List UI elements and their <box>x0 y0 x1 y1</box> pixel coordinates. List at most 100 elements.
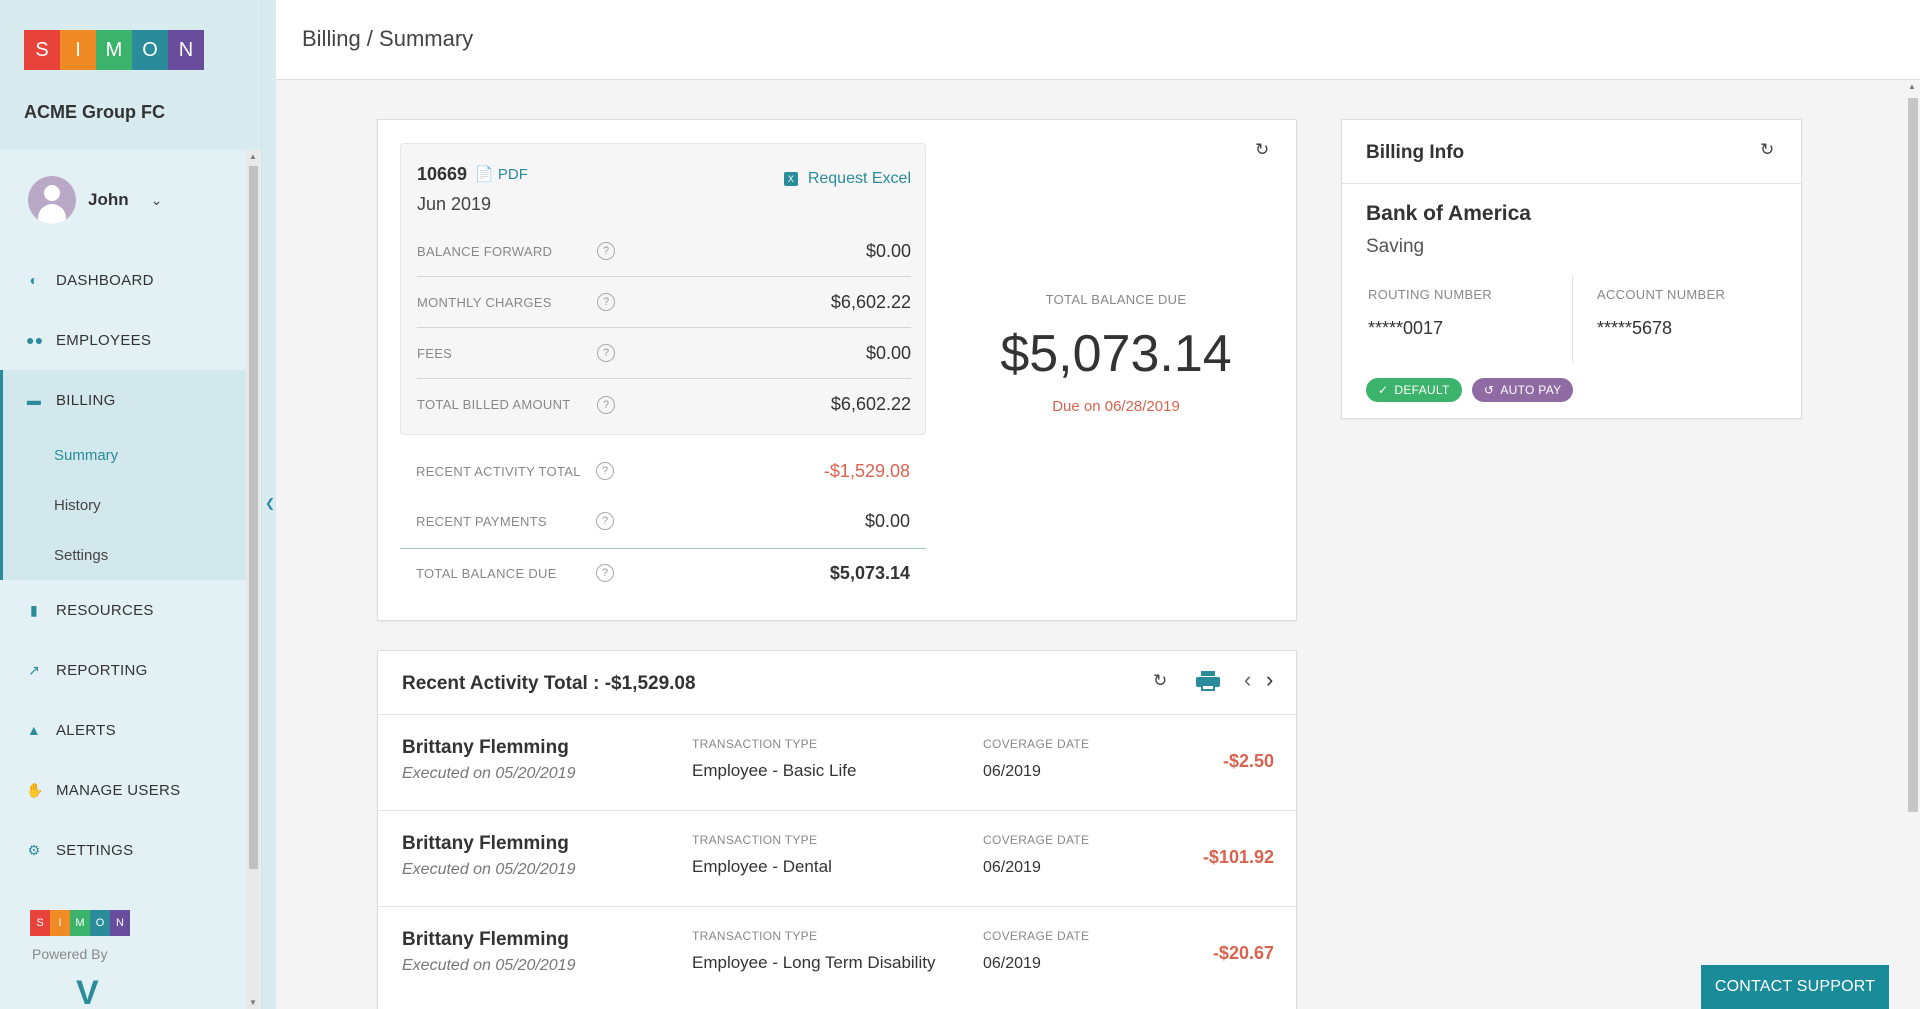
document-icon: ▮ <box>29 601 38 618</box>
powered-by: Powered By <box>32 946 108 962</box>
coverage-date: 06/2019 <box>983 859 1041 876</box>
pdf-link[interactable]: 📄 PDF <box>475 165 528 183</box>
sidebar-subitem-summary[interactable]: Summary <box>54 446 119 464</box>
sidebar-item-resources[interactable]: ▮ RESOURCES <box>0 580 246 640</box>
request-excel-label: Request Excel <box>807 170 911 187</box>
billing-info-title: Billing Info <box>1366 142 1465 163</box>
sidebar-nav: ◐ DASHBOARD ●● EMPLOYEES ▬ BILLING Summa… <box>0 250 246 880</box>
divider <box>1342 183 1801 184</box>
scroll-up-icon[interactable]: ▲ <box>1908 82 1916 91</box>
summary-row-total-billed: TOTAL BILLED AMOUNT ? $6,602.22 <box>417 379 911 430</box>
row-value: $5,073.14 <box>829 562 910 583</box>
due-date: Due on 06/28/2019 <box>1052 398 1180 415</box>
help-icon[interactable]: ? <box>597 242 615 260</box>
org-name: ACME Group FC <box>24 102 165 122</box>
invoice-summary-card: 10669 📄 PDF Jun 2019 X Request Excel BAL… <box>377 119 1297 621</box>
sidebar-item-manage-users[interactable]: ✋ MANAGE USERS <box>0 760 246 820</box>
chevron-down-icon[interactable]: ⌄ <box>150 191 163 208</box>
refresh-icon[interactable]: ↻ <box>1153 671 1168 690</box>
logo-letter: S <box>24 30 60 70</box>
divider <box>400 548 926 549</box>
transaction-type-label: TRANSACTION TYPE <box>692 833 818 847</box>
pdf-label: PDF <box>497 166 528 183</box>
logo-letter: M <box>70 910 90 936</box>
help-icon[interactable]: ? <box>597 395 615 414</box>
help-icon[interactable]: ? <box>596 462 614 480</box>
refresh-icon[interactable]: ↻ <box>1760 140 1775 159</box>
gear-icon: ⚙ <box>27 841 41 858</box>
sidebar-item-label: SETTINGS <box>56 841 134 859</box>
refresh-icon[interactable]: ↻ <box>1255 140 1270 159</box>
sidebar-item-label: REPORTING <box>56 661 148 679</box>
logo-letter: S <box>30 910 50 936</box>
table-row: Brittany Flemming Executed on 05/20/2019… <box>378 714 1296 810</box>
main-scroll-thumb[interactable] <box>1908 98 1918 812</box>
print-icon[interactable] <box>1196 671 1220 691</box>
transaction-type-label: TRANSACTION TYPE <box>692 737 818 751</box>
help-icon[interactable]: ? <box>596 512 614 530</box>
help-icon[interactable]: ? <box>596 564 614 582</box>
logo-letter: I <box>50 910 70 936</box>
logo-letter: N <box>168 30 204 70</box>
coverage-date-label: COVERAGE DATE <box>983 833 1090 847</box>
sidebar-item-settings[interactable]: ⚙ SETTINGS <box>0 820 246 880</box>
account-type: Saving <box>1366 236 1425 257</box>
coverage-date: 06/2019 <box>983 763 1041 780</box>
account-value: *****5678 <box>1597 318 1673 338</box>
request-excel-link[interactable]: X Request Excel <box>783 170 911 188</box>
logo-letter: I <box>60 30 96 70</box>
sidebar-scroll-thumb[interactable] <box>249 166 258 869</box>
sidebar-collapse-toggle[interactable]: ❮ <box>262 0 276 1009</box>
logo-letter: O <box>132 30 168 70</box>
excel-icon: X <box>783 172 798 186</box>
scroll-up-icon[interactable]: ▲ <box>249 152 257 161</box>
user-name: John <box>88 190 129 209</box>
coverage-date: 06/2019 <box>983 955 1041 972</box>
sidebar-item-dashboard[interactable]: ◐ DASHBOARD <box>0 250 246 310</box>
vendor-logo-icon: V <box>76 974 99 1009</box>
check-icon: ✓ <box>1378 383 1389 397</box>
chevron-right-icon[interactable]: › <box>1266 667 1274 692</box>
card-icon: ▬ <box>26 392 42 408</box>
chevron-left-icon[interactable]: ❮ <box>265 496 276 510</box>
simon-logo[interactable]: S I M O N <box>24 30 204 70</box>
user-menu[interactable]: John ⌄ <box>28 176 162 224</box>
summary-row-total-balance-due: TOTAL BALANCE DUE ? $5,073.14 <box>416 548 910 598</box>
default-badge: ✓ DEFAULT <box>1366 378 1462 402</box>
sidebar-scrollbar[interactable]: ▲ ▼ <box>246 150 260 1009</box>
main-scrollbar[interactable]: ▲ <box>1904 82 1920 1009</box>
divider <box>1572 275 1573 363</box>
sidebar-item-reporting[interactable]: ↗ REPORTING <box>0 640 246 700</box>
help-icon[interactable]: ? <box>597 293 615 311</box>
transaction-type: Employee - Dental <box>692 857 832 876</box>
users-icon: ●● <box>26 332 44 348</box>
row-value: -$1,529.08 <box>823 460 910 481</box>
sidebar-item-billing[interactable]: ▬ BILLING <box>3 370 246 430</box>
chevron-left-icon[interactable]: ‹ <box>1244 667 1252 692</box>
sidebar-item-label: MANAGE USERS <box>56 781 181 799</box>
routing-value: *****0017 <box>1368 318 1444 338</box>
auto-pay-badge-label: AUTO PAY <box>1500 383 1562 397</box>
invoice-details: 10669 📄 PDF Jun 2019 X Request Excel BAL… <box>400 143 926 435</box>
summary-row-fees: FEES ? $0.00 <box>417 328 911 379</box>
sidebar-item-label: RESOURCES <box>56 601 154 619</box>
sidebar-item-alerts[interactable]: ▲ ALERTS <box>0 700 246 760</box>
pdf-icon: 📄 <box>475 166 494 183</box>
row-value: $6,602.22 <box>830 394 911 414</box>
sidebar-subitem-settings[interactable]: Settings <box>54 546 109 564</box>
row-value: $0.00 <box>865 240 911 261</box>
transaction-type-label: TRANSACTION TYPE <box>692 929 818 943</box>
summary-row-recent-payments: RECENT PAYMENTS ? $0.00 <box>416 496 910 546</box>
sidebar-item-label: BILLING <box>56 391 116 409</box>
invoice-period: Jun 2019 <box>417 194 492 214</box>
chart-icon: ↗ <box>27 661 41 678</box>
help-icon[interactable]: ? <box>597 344 615 362</box>
scroll-down-icon[interactable]: ▼ <box>249 998 257 1007</box>
contact-support-button[interactable]: CONTACT SUPPORT <box>1701 965 1889 1009</box>
total-due-label: TOTAL BALANCE DUE <box>1045 292 1187 307</box>
sidebar-item-employees[interactable]: ●● EMPLOYEES <box>0 310 246 370</box>
logo-letter: O <box>90 910 110 936</box>
sync-icon: ↺ <box>1484 383 1495 397</box>
row-label: TOTAL BALANCE DUE <box>416 565 557 581</box>
sidebar-subitem-history[interactable]: History <box>54 496 101 514</box>
